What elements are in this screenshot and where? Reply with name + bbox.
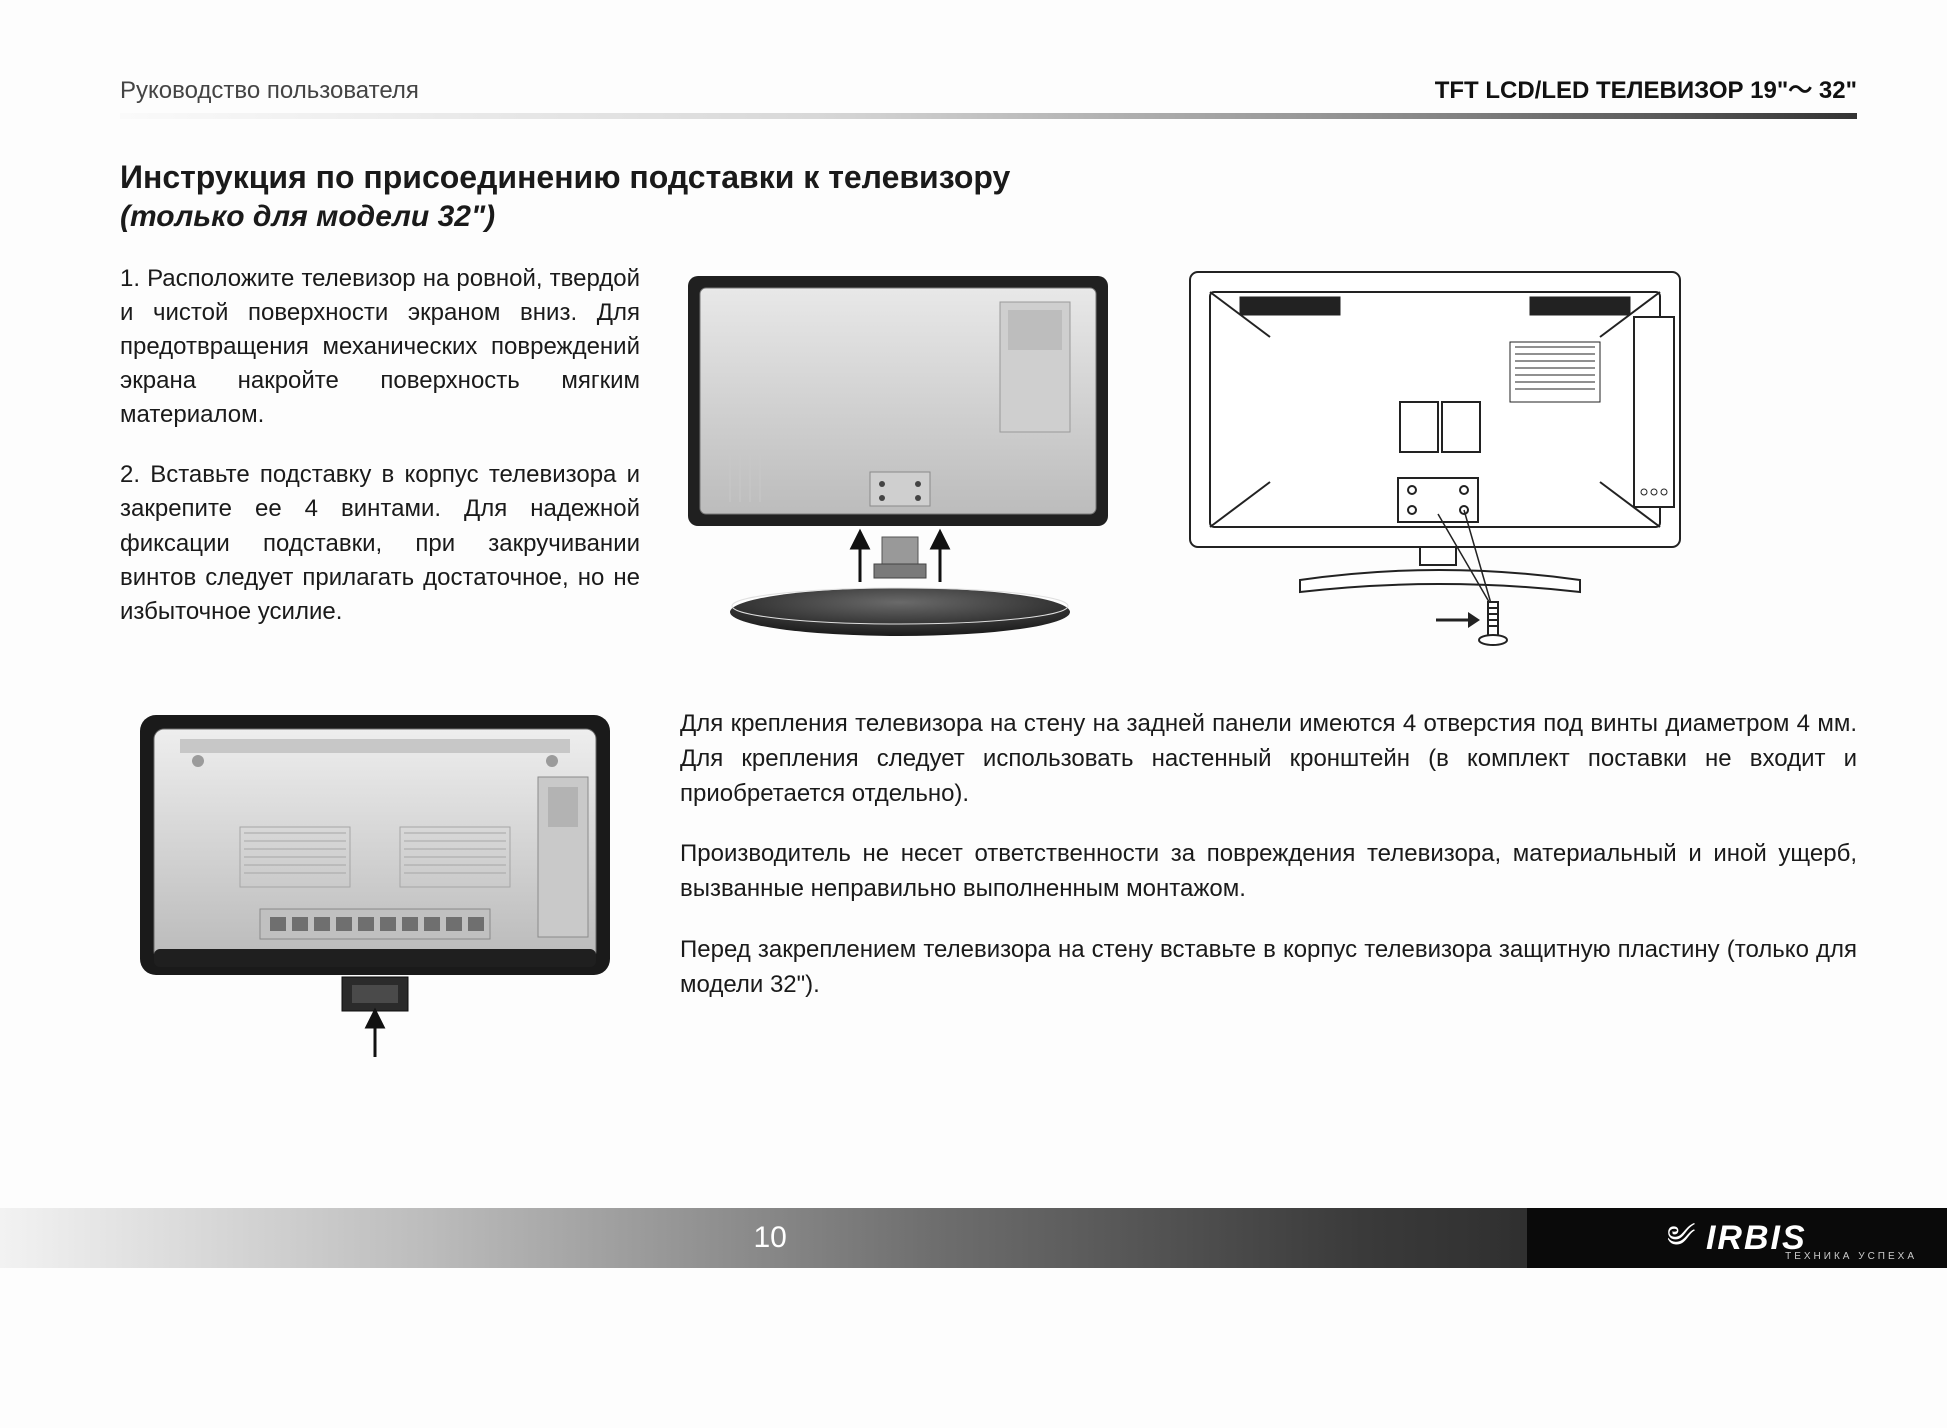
header-rule [120,113,1857,119]
header-left-text: Руководство пользователя [120,77,419,105]
figure-tv-line-drawing [1180,262,1700,657]
brand-swirl-icon: ༄ [1667,1223,1696,1253]
instructions-text: 1. Расположите телевизор на ровной, твер… [120,262,640,655]
wall-mount-text: Для крепления телевизора на стену на зад… [680,697,1857,1029]
brand-box: ༄ IRBIS ТЕХНИКА УСПЕХА [1527,1208,1947,1268]
brand-name: IRBIS [1706,1221,1807,1255]
page-header: Руководство пользователя TFT LCD/LED ТЕЛ… [120,70,1857,105]
figure-tv-photo [670,262,1150,647]
figure-tv-wall-mount [120,697,630,1072]
wall-p2: Производитель не несет ответственности з… [680,837,1857,907]
wall-p3: Перед закреплением телевизора на стену в… [680,933,1857,1003]
header-right-text: TFT LCD/LED ТЕЛЕВИЗОР 19"～ 32" [1435,70,1857,105]
section-title: Инструкция по присоединению подставки к … [120,159,1857,196]
page-number: 10 [754,1221,787,1255]
wall-p1: Для крепления телевизора на стену на зад… [680,707,1857,811]
section-subtitle: (только для модели 32") [120,200,1857,234]
page-footer: 10 ༄ IRBIS ТЕХНИКА УСПЕХА [0,1208,1947,1268]
brand-tagline: ТЕХНИКА УСПЕХА [1785,1251,1917,1262]
step-2: 2. Вставьте подставку в корпус телевизор… [120,458,640,628]
step-1: 1. Расположите телевизор на ровной, твер… [120,262,640,432]
